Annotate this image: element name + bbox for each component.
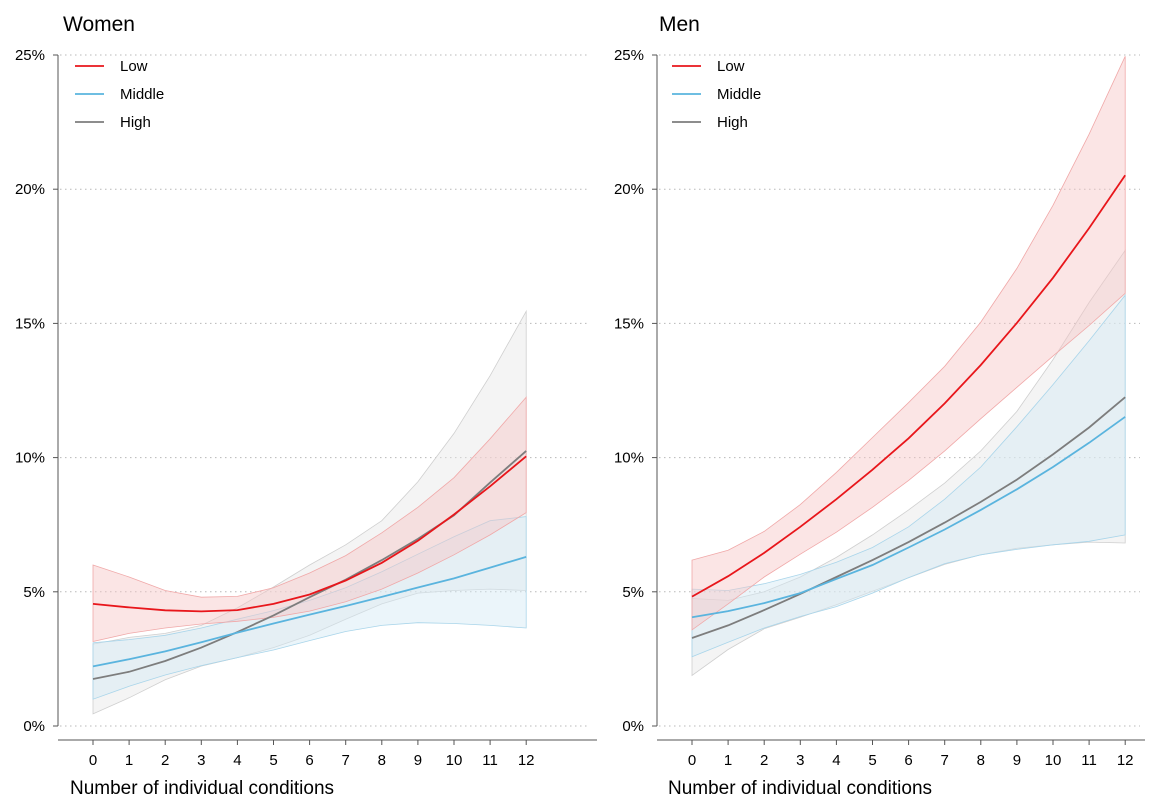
x-tick-label: 7 [342, 752, 350, 769]
x-tick-label: 2 [760, 752, 768, 769]
x-tick-label: 4 [832, 752, 840, 769]
x-tick-label: 2 [161, 752, 169, 769]
x-tick-label: 3 [796, 752, 804, 769]
ci-band-low [92, 396, 527, 642]
x-tick-label: 9 [1013, 752, 1021, 769]
x-tick-label: 10 [446, 752, 463, 769]
y-tick-label: 20% [15, 181, 45, 198]
x-tick-label: 0 [89, 752, 97, 769]
y-tick-label: 5% [23, 584, 45, 601]
x-tick-label: 6 [904, 752, 912, 769]
legend-label: Low [120, 58, 148, 75]
x-axis-label: Number of individual conditions [70, 778, 334, 796]
x-tick-label: 12 [1117, 752, 1134, 769]
legend-label: High [120, 114, 151, 131]
x-tick-label: 12 [518, 752, 535, 769]
x-tick-label: 8 [977, 752, 985, 769]
x-tick-label: 0 [688, 752, 696, 769]
y-tick-label: 0% [23, 718, 45, 735]
x-tick-label: 1 [125, 752, 133, 769]
x-tick-label: 5 [269, 752, 277, 769]
y-tick-label: 5% [622, 584, 644, 601]
x-tick-label: 11 [482, 752, 498, 769]
panel-title: Men [659, 13, 700, 36]
legend-label: Middle [717, 86, 761, 103]
x-tick-label: 5 [868, 752, 876, 769]
y-tick-label: 10% [15, 450, 45, 467]
y-tick-label: 25% [15, 47, 45, 64]
x-tick-label: 8 [378, 752, 386, 769]
ci-band-middle [92, 516, 527, 700]
y-tick-label: 0% [622, 718, 644, 735]
legend: Low Middle High [672, 58, 761, 131]
x-tick-label: 7 [941, 752, 949, 769]
x-tick-label: 6 [305, 752, 313, 769]
y-tick-label: 20% [614, 181, 644, 198]
x-tick-label: 11 [1081, 752, 1097, 769]
panel-title: Women [63, 13, 135, 36]
x-axis-label: Number of individual conditions [668, 778, 932, 796]
legend-label: Low [717, 58, 745, 75]
legend-label: High [717, 114, 748, 131]
legend-label: Middle [120, 86, 164, 103]
y-tick-label: 15% [15, 315, 45, 332]
y-tick-label: 10% [614, 450, 644, 467]
x-tick-label: 10 [1045, 752, 1062, 769]
legend: Low Middle High [75, 58, 164, 131]
x-tick-label: 1 [724, 752, 732, 769]
y-tick-label: 25% [614, 47, 644, 64]
x-tick-label: 3 [197, 752, 205, 769]
x-tick-label: 9 [414, 752, 422, 769]
x-tick-label: 4 [233, 752, 241, 769]
y-tick-label: 15% [614, 315, 644, 332]
